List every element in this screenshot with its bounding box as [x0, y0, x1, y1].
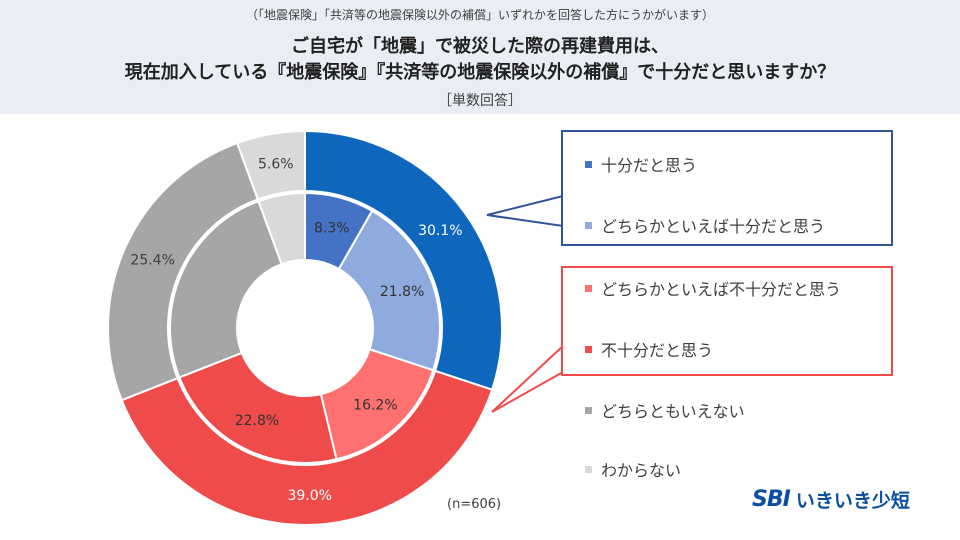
inner-slice	[337, 209, 441, 372]
legend-swatch	[585, 284, 592, 292]
legend-label: 十分だと思う	[601, 156, 698, 175]
legend-label: 不十分だと思う	[601, 341, 714, 360]
sample-size: (n=606)	[447, 497, 502, 512]
answer-type: ［単数回答］	[438, 93, 522, 109]
legend-label: どちらかといえば十分だと思う	[601, 217, 826, 236]
chart-title-line1: ご自宅が「地震」で被災した際の再建費用は、	[291, 36, 669, 57]
inner-slice	[178, 351, 338, 464]
legend-swatch	[585, 406, 592, 414]
inner-slice	[257, 191, 306, 266]
inner-data-label: 8.3%	[314, 221, 350, 237]
legend-box-sufficient	[561, 130, 893, 246]
outer-data-label: 30.1%	[418, 223, 462, 239]
inner-ring	[169, 191, 441, 464]
header-band: （「地震保険」「共済等の地震保険以外の補償」いずれかを回答した方にうかがいます）…	[0, 0, 960, 114]
legend-label: わからない	[601, 461, 682, 480]
legend-item: どちらともいえない	[585, 398, 745, 422]
legend-item: 不十分だと思う	[585, 337, 713, 361]
legend-box-insufficient	[561, 266, 893, 376]
outer-data-label: 5.6%	[258, 157, 294, 173]
inner-data-label: 22.8%	[235, 413, 279, 429]
legend-swatch	[585, 465, 592, 473]
respondent-note: （「地震保険」「共済等の地震保険以外の補償」いずれかを回答した方にうかがいます）	[245, 8, 714, 22]
outer-slice	[304, 129, 503, 391]
legend-swatch	[585, 221, 592, 229]
outer-data-label: 39.0%	[287, 488, 331, 504]
outer-slice	[235, 129, 306, 201]
legend-label: どちらかといえば不十分だと思う	[601, 280, 842, 299]
data-labels: 30.1% 39.0% 25.4% 5.6% 8.3% 21.8% 16.2% 22.8%	[130, 157, 462, 504]
inner-data-label: 21.8%	[380, 284, 424, 300]
chart-title: ご自宅が「地震」で被災した際の再建費用は、 現在加入している『地震保険』『共済等…	[0, 34, 960, 86]
callout-insufficient	[491, 343, 564, 413]
chart-title-line2: 現在加入している『地震保険』『共済等の地震保険以外の補償』で十分だと思いますか？	[124, 62, 836, 83]
legend-item: 十分だと思う	[585, 152, 697, 176]
outer-ring	[107, 129, 503, 526]
legend-swatch	[585, 345, 592, 353]
legend-item: わからない	[585, 457, 681, 481]
legend-label: どちらともいえない	[601, 402, 745, 421]
outer-slice	[120, 369, 494, 526]
outer-data-label: 25.4%	[130, 253, 174, 269]
inner-slice	[169, 199, 283, 379]
callout-sufficient	[486, 194, 564, 228]
inner-data-label: 16.2%	[353, 398, 397, 414]
brand-name: いきいき少短	[795, 490, 910, 512]
legend-swatch	[585, 160, 592, 168]
brand-logo: SBI いきいき少短	[752, 486, 910, 513]
legend-item: どちらかといえば十分だと思う	[585, 213, 825, 237]
brand-sbi: SBI	[752, 487, 791, 512]
legend-item: どちらかといえば不十分だと思う	[585, 276, 841, 300]
